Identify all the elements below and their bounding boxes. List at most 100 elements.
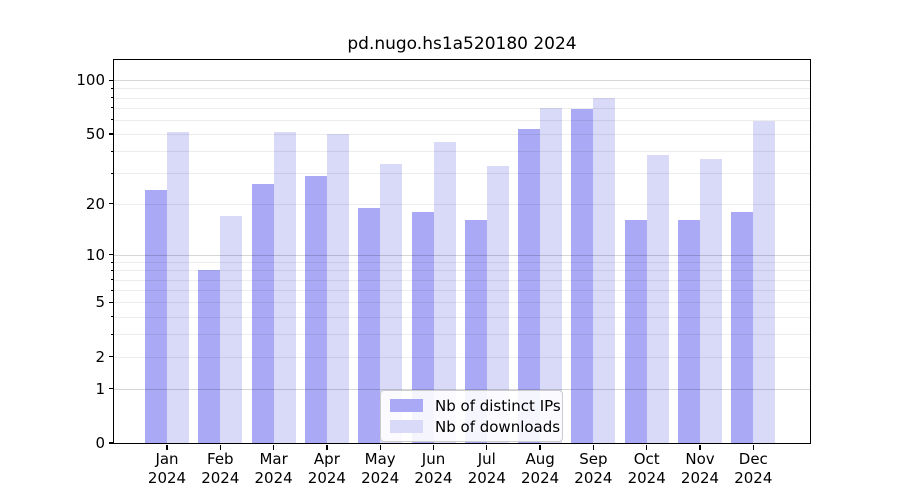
y-minor-tick-mark	[111, 279, 114, 280]
gridline-major-100	[114, 80, 810, 82]
x-tick-month: Apr	[313, 450, 340, 468]
x-tick-year: 2024	[467, 469, 506, 487]
x-tick-year: 2024	[201, 469, 240, 487]
x-axis-tick-label-oct: Oct 2024	[617, 450, 677, 488]
gridline-minor-90	[114, 88, 810, 90]
x-tick-mark	[646, 444, 648, 450]
x-tick-year: 2024	[147, 469, 187, 487]
y-minor-tick-mark	[111, 269, 114, 271]
x-tick-year: 2024	[361, 469, 400, 487]
x-axis-tick-label-nov: Nov 2024	[670, 450, 730, 488]
bar-nb-of-distinct-ips-mar	[251, 183, 274, 443]
x-tick-month: Feb	[207, 450, 234, 468]
x-tick-month: Dec	[738, 450, 768, 468]
y-tick-mark	[109, 79, 114, 81]
y-minor-tick-mark	[111, 261, 114, 263]
x-tick-month: Oct	[633, 450, 660, 468]
x-tick-year: 2024	[254, 469, 293, 487]
bar-nb-of-downloads-sep	[593, 97, 616, 443]
x-axis-tick-label-feb: Feb 2024	[190, 450, 250, 488]
x-tick-mark	[166, 444, 168, 450]
gridline-minor-70	[114, 107, 810, 109]
legend-swatch-nb-of-downloads	[390, 420, 423, 433]
y-minor-tick-mark	[111, 301, 114, 303]
x-tick-mark	[699, 444, 701, 450]
x-tick-year: 2024	[680, 469, 720, 487]
y-minor-tick-mark	[111, 133, 114, 135]
x-tick-month: May	[364, 450, 396, 468]
x-tick-month: Jan	[155, 450, 179, 468]
x-axis-tick-label-mar: Mar 2024	[244, 450, 304, 488]
legend-label-nb-of-distinct-ips: Nb of distinct IPs	[435, 396, 561, 415]
y-minor-tick-mark	[111, 87, 114, 89]
x-tick-mark	[592, 444, 595, 450]
y-minor-tick-mark	[111, 150, 114, 152]
x-tick-mark	[326, 444, 328, 450]
x-axis-tick-label-dec: Dec 2024	[723, 450, 783, 488]
x-tick-month: Aug	[525, 450, 555, 468]
legend-item-nb-of-distinct-ips: Nb of distinct IPs	[390, 397, 561, 415]
x-axis-tick-label-aug: Aug 2024	[510, 450, 570, 488]
x-tick-mark	[486, 444, 488, 450]
y-axis-tick-label-10: 10	[85, 245, 105, 264]
x-tick-mark	[272, 444, 275, 450]
bar-nb-of-downloads-jan	[167, 132, 189, 443]
y-minor-tick-mark	[111, 203, 114, 205]
x-tick-year: 2024	[734, 469, 773, 487]
plot-area	[114, 60, 810, 443]
chart-title: pd.nugo.hs1a520180 2024	[347, 34, 577, 54]
bar-nb-of-distinct-ips-sep	[571, 109, 594, 443]
y-axis-tick-label-1: 1	[95, 379, 105, 398]
bar-nb-of-distinct-ips-may	[358, 207, 381, 443]
x-axis-tick-label-apr: Apr 2024	[297, 450, 357, 488]
bar-nb-of-distinct-ips-aug	[518, 129, 541, 443]
legend-item-nb-of-downloads: Nb of downloads	[390, 418, 560, 436]
x-tick-year: 2024	[521, 469, 560, 487]
x-tick-month: Nov	[685, 450, 715, 468]
y-axis-tick-label-2: 2	[95, 347, 105, 366]
y-minor-tick-mark	[111, 119, 114, 121]
x-tick-mark	[432, 444, 435, 450]
y-minor-tick-mark	[111, 316, 114, 317]
bar-nb-of-downloads-jul	[486, 165, 509, 443]
x-tick-month: Mar	[259, 450, 288, 468]
x-tick-year: 2024	[307, 469, 346, 487]
legend: Nb of distinct IPs Nb of downloads	[380, 390, 563, 442]
y-tick-mark	[109, 387, 114, 390]
y-tick-mark	[109, 253, 114, 256]
y-axis-tick-label-100: 100	[76, 71, 105, 90]
bar-nb-of-downloads-oct	[646, 155, 669, 443]
x-tick-year: 2024	[574, 469, 613, 487]
x-axis-tick-label-jan: Jan 2024	[137, 450, 197, 488]
bar-nb-of-distinct-ips-nov	[678, 220, 700, 443]
bar-nb-of-distinct-ips-feb	[198, 270, 221, 443]
x-tick-month: Jun	[421, 450, 446, 468]
y-minor-tick-mark	[111, 356, 114, 358]
bar-nb-of-distinct-ips-oct	[624, 220, 647, 443]
bar-nb-of-distinct-ips-jun	[411, 211, 434, 443]
y-axis-tick-label-0: 0	[95, 434, 105, 452]
y-minor-tick-mark	[111, 172, 114, 174]
x-axis-tick-label-jul: Jul 2024	[457, 450, 517, 488]
y-minor-tick-mark	[111, 289, 114, 291]
y-minor-tick-mark	[111, 333, 114, 335]
x-tick-mark	[219, 444, 221, 450]
y-tick-mark	[109, 442, 114, 444]
bar-nb-of-downloads-may	[380, 163, 403, 443]
bar-nb-of-distinct-ips-jan	[145, 190, 167, 443]
gridline-minor-40	[114, 151, 810, 153]
y-minor-tick-mark	[111, 97, 114, 99]
x-tick-mark	[752, 444, 754, 450]
bar-nb-of-downloads-aug	[540, 107, 563, 443]
x-tick-mark	[379, 444, 381, 450]
bar-nb-of-distinct-ips-dec	[731, 211, 754, 443]
x-axis-tick-label-may: May 2024	[350, 450, 410, 488]
bar-nb-of-downloads-dec	[753, 121, 776, 443]
legend-swatch-nb-of-distinct-ips	[390, 399, 423, 412]
x-tick-month: Sep	[579, 450, 608, 468]
gridline-minor-80	[114, 97, 810, 99]
bar-nb-of-distinct-ips-apr	[304, 175, 327, 443]
bar-nb-of-downloads-nov	[700, 159, 722, 443]
x-tick-year: 2024	[414, 469, 453, 487]
